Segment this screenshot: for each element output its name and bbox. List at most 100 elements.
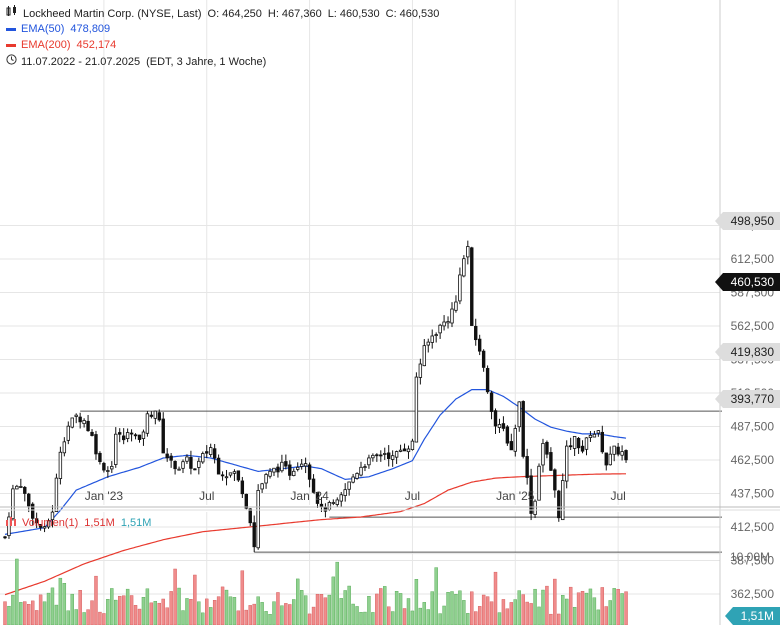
candle-body	[66, 425, 70, 441]
volume-bar	[466, 613, 470, 625]
candle-body	[260, 483, 264, 490]
candle-body	[477, 338, 482, 352]
ema50-legend[interactable]: EMA(50) 478,809	[6, 22, 110, 36]
volume-axis-label: 10,00M	[730, 550, 771, 564]
last-price-tag: 460,530	[714, 273, 780, 291]
candle-body	[533, 500, 537, 515]
volume-value-red: 1,51M	[84, 517, 115, 529]
candle-body	[470, 247, 474, 326]
low-label: L:	[327, 7, 337, 20]
volume-bar	[220, 586, 225, 625]
candle-body	[137, 434, 142, 440]
candle-body	[133, 434, 138, 437]
candle-body	[197, 460, 201, 468]
volume-bar	[454, 593, 458, 625]
volume-bar	[280, 605, 284, 625]
candle-body	[42, 526, 47, 529]
volume-bar	[359, 612, 363, 625]
candle-body	[121, 435, 126, 441]
candle-body	[34, 518, 39, 524]
volume-bar	[533, 588, 537, 625]
volume-bar	[58, 577, 63, 625]
volume-bar	[541, 589, 545, 625]
volume-bar	[15, 558, 19, 625]
candle-body	[323, 506, 328, 512]
candle-body	[525, 456, 529, 478]
volume-bar	[489, 601, 494, 625]
candle-body	[390, 455, 395, 460]
volume-bar	[414, 579, 419, 625]
volume-bar	[553, 578, 557, 625]
candle-body	[177, 468, 181, 471]
candle-body	[129, 432, 134, 435]
ema200-value: 452,174	[76, 39, 117, 51]
volume-bar	[54, 604, 59, 625]
candle-body	[398, 449, 403, 452]
x-tick-label: Jan '23	[85, 489, 124, 503]
volume-bar	[311, 606, 316, 625]
candle-body	[375, 454, 379, 457]
candle-body	[185, 456, 189, 462]
volume-bar	[513, 599, 517, 625]
volume-bar	[307, 613, 312, 625]
volume-bar	[319, 593, 324, 625]
candle-body	[339, 494, 343, 502]
volume-bar	[224, 589, 229, 625]
volume-bar	[110, 588, 114, 625]
volume-bar	[264, 611, 268, 625]
candle-body	[406, 448, 411, 453]
volume-bar	[145, 588, 150, 625]
volume-bar	[212, 600, 217, 625]
volume-bar	[62, 583, 67, 625]
volume-bar	[351, 603, 355, 625]
volume-bar	[410, 610, 415, 625]
ema50-swatch	[6, 27, 16, 31]
candle-body	[62, 441, 67, 454]
candle-body	[446, 321, 450, 324]
volume-bar	[272, 601, 276, 625]
volume-bar	[303, 595, 308, 625]
volume-bar	[173, 568, 177, 625]
candle-body	[497, 424, 502, 428]
volume-bar	[284, 603, 288, 625]
volume-bar	[260, 602, 264, 625]
close-value: 460,530	[399, 7, 440, 20]
candle-body	[568, 445, 573, 448]
candle-body	[331, 502, 336, 504]
volume-bar	[331, 576, 336, 625]
volume-bar	[462, 600, 466, 625]
candle-body	[50, 511, 55, 521]
volume-bar	[153, 601, 158, 625]
candle-body	[537, 465, 541, 501]
volume-bar	[157, 602, 161, 625]
candle-body	[596, 430, 601, 434]
candle-body	[513, 428, 517, 452]
volume-bar	[66, 610, 70, 625]
candle-body	[296, 466, 300, 470]
volume-bar	[94, 575, 98, 625]
ema200-legend[interactable]: EMA(200) 452,174	[6, 38, 116, 52]
volume-bar	[315, 593, 320, 625]
volume-bar	[501, 599, 506, 625]
candle-body	[86, 420, 90, 432]
volume-bar	[604, 606, 608, 625]
candle-body	[288, 464, 292, 476]
candle-body	[27, 493, 31, 507]
candle-body	[379, 454, 383, 457]
candle-body	[58, 451, 63, 479]
candle-body	[620, 451, 624, 456]
volume-bar	[201, 612, 205, 625]
x-tick-label: Jul	[405, 489, 420, 503]
candle-body	[501, 423, 506, 429]
candle-body	[153, 410, 158, 419]
volume-bar	[50, 587, 55, 625]
candle-body	[422, 345, 427, 367]
volume-bar	[537, 606, 541, 625]
candle-body	[284, 461, 288, 467]
volume-bar	[549, 613, 553, 625]
candle-body	[438, 324, 442, 334]
volume-bar	[23, 601, 27, 625]
candle-body	[347, 481, 351, 490]
candle-body	[169, 455, 173, 461]
